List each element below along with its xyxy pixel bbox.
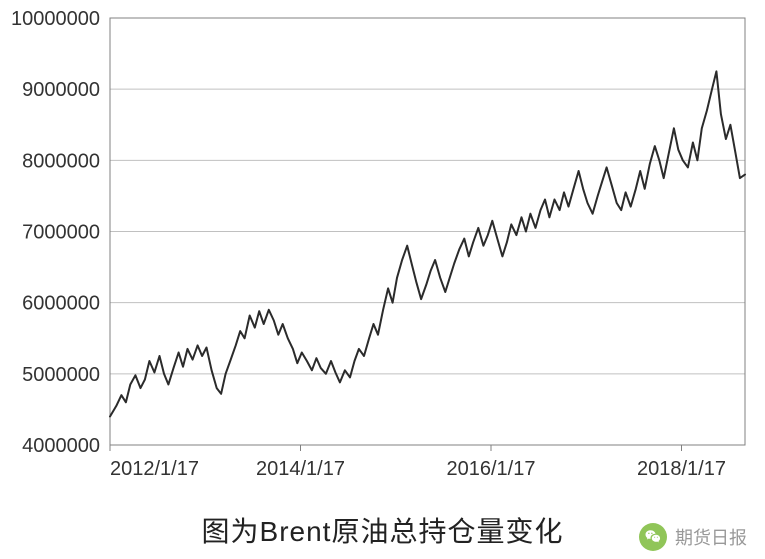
svg-text:6000000: 6000000 <box>22 293 100 315</box>
svg-text:2012/1/17: 2012/1/17 <box>110 458 199 480</box>
watermark-text: 期货日报 <box>675 524 747 550</box>
wechat-icon <box>639 523 667 551</box>
svg-text:10000000: 10000000 <box>11 8 100 30</box>
svg-text:2018/1/17: 2018/1/17 <box>637 458 726 480</box>
svg-text:2016/1/17: 2016/1/17 <box>447 458 536 480</box>
svg-text:4000000: 4000000 <box>22 435 100 457</box>
svg-text:2014/1/17: 2014/1/17 <box>256 458 345 480</box>
svg-text:7000000: 7000000 <box>22 222 100 244</box>
watermark: 期货日报 <box>639 523 747 551</box>
svg-text:5000000: 5000000 <box>22 364 100 386</box>
chart-container: 4000000 5000000 6000000 7000000 8000000 90000… <box>0 0 765 500</box>
chart-caption: 图为Brent原油总持仓量变化 <box>202 510 564 550</box>
svg-text:9000000: 9000000 <box>22 79 100 101</box>
svg-text:8000000: 8000000 <box>22 150 100 172</box>
line-chart: 4000000 5000000 6000000 7000000 8000000 90000… <box>0 0 765 500</box>
